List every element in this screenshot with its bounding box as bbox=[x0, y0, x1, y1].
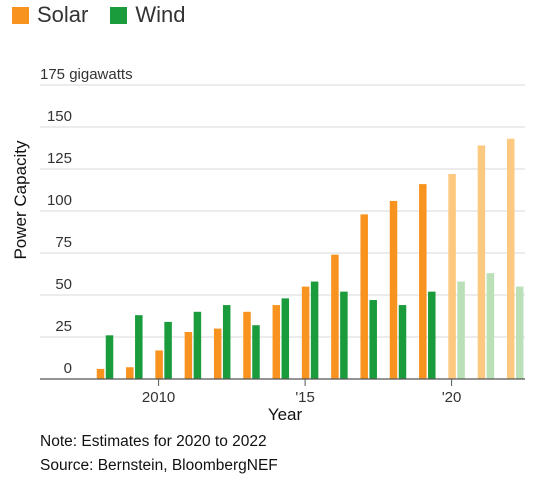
bar-wind-2008 bbox=[105, 335, 114, 379]
bar-solar-2016 bbox=[331, 254, 339, 379]
legend-item-wind: Wind bbox=[110, 2, 185, 28]
bar-solar-2009 bbox=[126, 367, 134, 379]
legend: Solar Wind bbox=[12, 2, 207, 28]
legend-swatch-wind bbox=[110, 6, 128, 24]
bar-solar-2021 bbox=[477, 145, 486, 379]
x-tick-label: '20 bbox=[442, 389, 462, 406]
y-tick-label: 125 bbox=[47, 150, 72, 167]
bar-solar-2014 bbox=[272, 305, 281, 379]
y-tick-label: 150 bbox=[47, 108, 72, 125]
bar-wind-2022 bbox=[515, 286, 524, 379]
bar-solar-2008 bbox=[96, 368, 105, 379]
legend-label-wind: Wind bbox=[135, 2, 186, 27]
bar-solar-2019 bbox=[419, 184, 427, 379]
bar-wind-2015 bbox=[310, 281, 319, 379]
bar-wind-2014 bbox=[281, 298, 290, 379]
note-source: Source: Bernstein, BloombergNEF bbox=[40, 457, 278, 474]
y-axis-title: Power Capacity bbox=[11, 140, 30, 260]
legend-label-solar: Solar bbox=[37, 2, 89, 27]
y-tick-label: 75 bbox=[55, 234, 72, 251]
bar-wind-2020 bbox=[457, 281, 465, 379]
bar-wind-2009 bbox=[135, 315, 143, 379]
bar-solar-2020 bbox=[448, 174, 456, 379]
bar-wind-2017 bbox=[369, 300, 377, 379]
y-tick-label: 0 bbox=[64, 360, 72, 377]
bar-wind-2012 bbox=[222, 305, 231, 379]
bar-solar-2018 bbox=[389, 200, 398, 379]
bar-solar-2012 bbox=[213, 328, 222, 379]
notes: Note: Estimates for 2020 to 2022 Source:… bbox=[40, 430, 278, 478]
y-tick-label: 100 bbox=[47, 192, 72, 209]
bar-solar-2013 bbox=[243, 311, 251, 379]
bar-wind-2011 bbox=[193, 311, 202, 379]
bar-solar-2011 bbox=[184, 331, 193, 379]
bar-solar-2017 bbox=[360, 214, 368, 379]
y-tick-label: 50 bbox=[55, 276, 72, 293]
y-axis-ticks: 0 25 50 75 100 125 150 175 gigawatts bbox=[40, 66, 133, 377]
capacity-bar-chart: 0 25 50 75 100 125 150 175 gigawatts 2010 '15 '20… bbox=[11, 66, 525, 424]
y-unit-label: 175 gigawatts bbox=[40, 66, 133, 83]
bar-wind-2010 bbox=[164, 321, 172, 379]
bar-wind-2013 bbox=[252, 325, 260, 379]
y-tick-label: 25 bbox=[55, 318, 72, 335]
x-tick-label: 2010 bbox=[142, 389, 175, 406]
bar-wind-2019 bbox=[428, 291, 436, 379]
bar-wind-2018 bbox=[398, 305, 407, 379]
bar-wind-2021 bbox=[486, 273, 495, 379]
legend-swatch-solar bbox=[12, 6, 29, 24]
x-tick-label: '15 bbox=[295, 389, 315, 406]
x-axis-title: Year bbox=[268, 405, 303, 424]
bar-wind-2016 bbox=[340, 291, 348, 379]
bar-solar-2022 bbox=[506, 138, 515, 379]
bar-solar-2015 bbox=[301, 286, 310, 379]
note-estimates: Note: Estimates for 2020 to 2022 bbox=[40, 433, 267, 450]
bars bbox=[96, 138, 524, 379]
x-axis-ticks: 2010 '15 '20 bbox=[142, 379, 461, 406]
legend-item-solar: Solar bbox=[12, 2, 88, 28]
bar-solar-2010 bbox=[155, 350, 163, 379]
